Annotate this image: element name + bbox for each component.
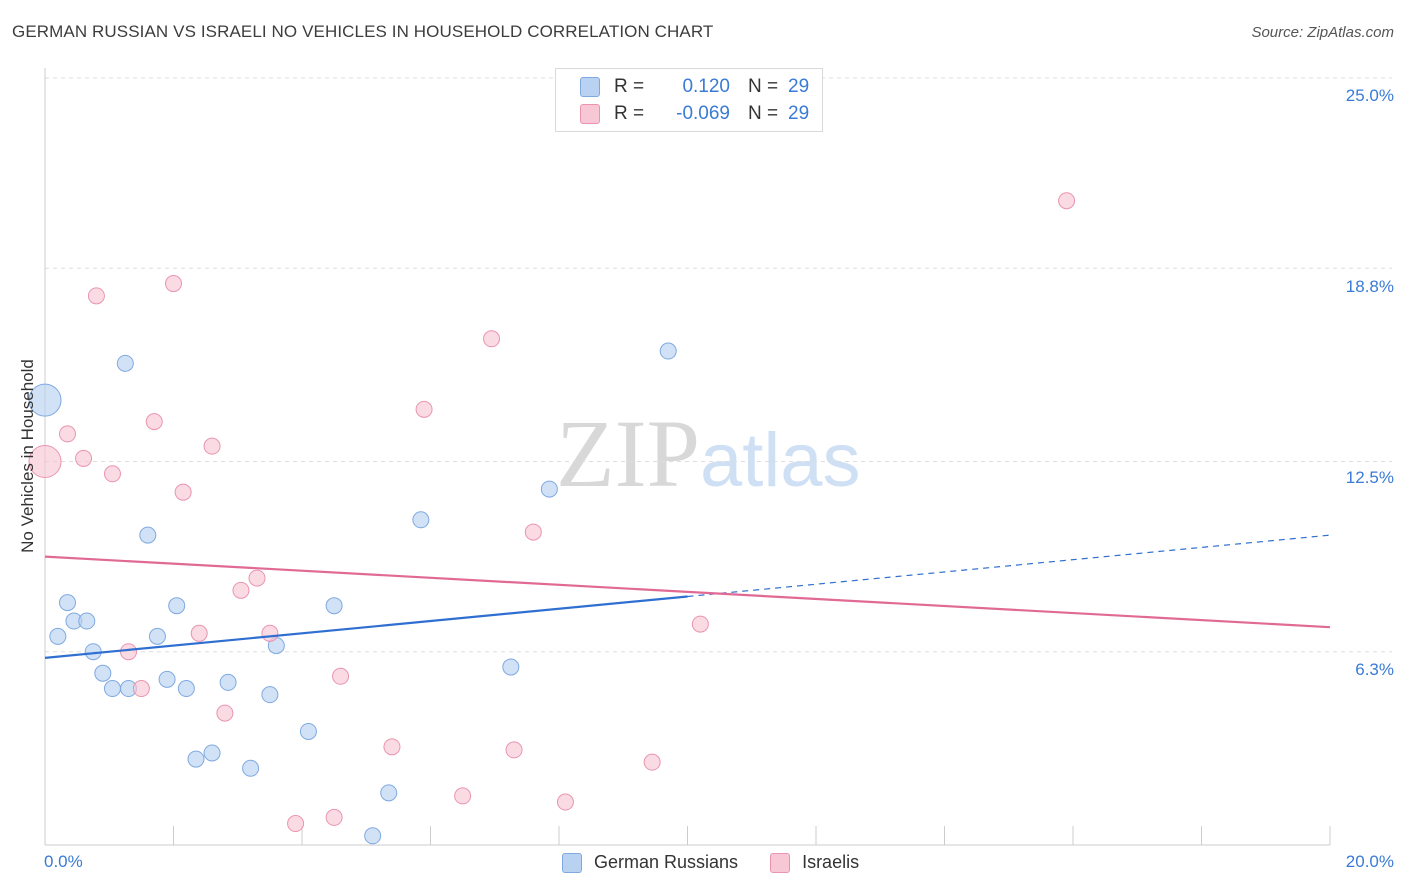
german-russians-trend-line [44,595,688,659]
german-russians-point [78,612,96,630]
israelis-point [415,400,433,418]
german-russians-point [364,827,382,845]
legend-swatch-blue [580,77,600,97]
legend-r-label: R = [614,76,645,97]
israelis-point [145,413,163,431]
german-russians-point [187,750,205,768]
source-credit: Source: ZipAtlas.com [1251,24,1394,41]
series-legend-item-israelis[interactable]: Israelis [770,852,859,873]
legend-r-label: R = [614,103,645,124]
series-legend: German Russians Israelis [562,852,891,873]
watermark: ZIPatlas [556,398,861,509]
german-russians-point [168,597,186,615]
german-russians-point [116,354,134,372]
israelis-point [505,741,523,759]
german-russians-point [242,759,260,777]
german-russians-point [203,744,221,762]
german-russians-point [299,722,317,740]
german-russians-point [28,383,62,417]
german-russians-point [103,680,121,698]
israelis-point [190,624,208,642]
israelis-point [232,581,250,599]
german-russians-point [158,670,176,688]
israelis-point [203,437,221,455]
legend-n-label: N = [748,76,779,97]
israelis-trend-line [44,555,1331,629]
correlation-legend: R = 0.120 N = 29 R = -0.069 N = 29 [555,68,823,132]
chart-title: GERMAN RUSSIAN VS ISRAELI NO VEHICLES IN… [12,22,714,41]
israelis-point [287,815,305,833]
german-russians-point [58,594,76,612]
legend-r-value: 0.120 [682,76,730,97]
german-russians-point [177,680,195,698]
israelis-point [75,449,93,467]
watermark-atlas: atlas [700,418,861,503]
israelis-point [383,738,401,756]
y-tick-label: 18.8% [1345,277,1394,296]
israelis-point [556,793,574,811]
israelis-point [454,787,472,805]
series-legend-label: German Russians [594,852,739,872]
german-russians-point [148,627,166,645]
y-tick-label: 25.0% [1345,86,1394,105]
german-russians-point [502,658,520,676]
israelis-point [261,624,279,642]
german-russians-point [219,673,237,691]
german-russians-point [412,511,430,529]
german-russians-point [540,480,558,498]
watermark-zip: ZIP [556,400,700,507]
x-tick-label: 0.0% [44,852,83,871]
israelis-point [325,808,343,826]
german-russians-point [139,526,157,544]
legend-row-israelis: R = -0.069 N = 29 [580,101,809,127]
israelis-point [28,445,62,478]
israelis-point [483,330,501,348]
israelis-point [524,523,542,541]
legend-n-label: N = [748,103,779,124]
israelis-point [132,680,150,698]
israelis-point [103,465,121,483]
israelis-point [332,667,350,685]
israelis-point [174,483,192,501]
series-legend-label: Israelis [802,852,860,872]
series-legend-item-german-russians[interactable]: German Russians [562,852,738,873]
y-tick-label: 6.3% [1355,660,1394,679]
israelis-point [58,425,76,443]
german-russians-point [325,597,343,615]
legend-n-value: 29 [788,76,810,97]
german-russians-point [261,686,279,704]
legend-row-german-russians: R = 0.120 N = 29 [580,74,809,100]
y-axis-label: No Vehicles in Household [18,359,37,553]
israelis-point [643,753,661,771]
legend-swatch-pink [770,852,791,873]
german-russians-point [94,664,112,682]
legend-swatch-pink [580,104,600,124]
israelis-point [120,643,138,661]
german-russians-point [380,784,398,802]
israelis-point [165,275,182,293]
legend-r-value: -0.069 [676,103,730,124]
israelis-point [87,287,105,305]
x-tick-label: 20.0% [1345,852,1394,871]
legend-n-value: 29 [788,103,810,124]
israelis-point [1058,192,1076,210]
israelis-point [248,569,266,587]
german-russians-point [49,627,67,645]
german-russians-point [659,342,677,360]
german-russians-trend-line-extension [687,534,1331,598]
y-tick-label: 12.5% [1345,468,1394,487]
israelis-point [691,615,709,633]
legend-swatch-blue [562,852,582,873]
israelis-point [216,704,234,722]
